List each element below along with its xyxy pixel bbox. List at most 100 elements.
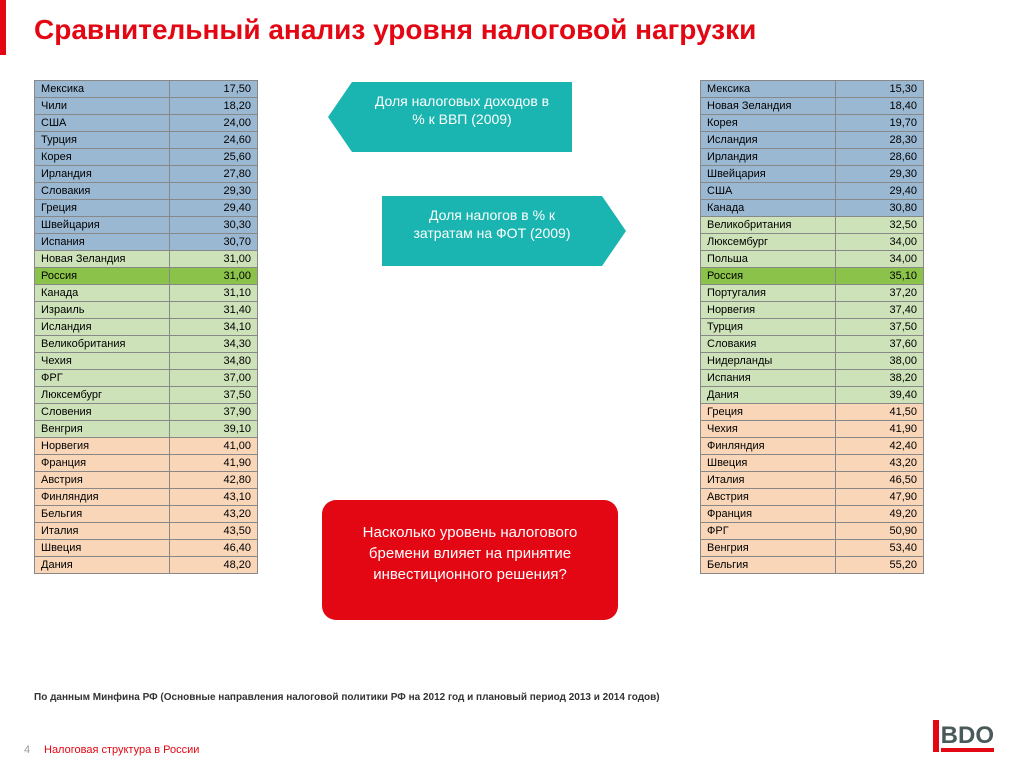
table-row: Корея19,70 (701, 115, 924, 132)
country-cell: Нидерланды (701, 353, 836, 370)
table-row: Норвегия37,40 (701, 302, 924, 319)
value-cell: 46,40 (170, 540, 258, 557)
value-cell: 43,10 (170, 489, 258, 506)
country-cell: Франция (35, 455, 170, 472)
value-cell: 50,90 (836, 523, 924, 540)
table-row: Мексика17,50 (35, 81, 258, 98)
value-cell: 34,80 (170, 353, 258, 370)
value-cell: 31,40 (170, 302, 258, 319)
value-cell: 15,30 (836, 81, 924, 98)
country-cell: Корея (35, 149, 170, 166)
callout-gdp: Доля налоговых доходов в % к ВВП (2009) (352, 82, 572, 152)
country-cell: Швейцария (35, 217, 170, 234)
value-cell: 30,30 (170, 217, 258, 234)
country-cell: Венгрия (35, 421, 170, 438)
table-row: Португалия37,20 (701, 285, 924, 302)
country-cell: Россия (701, 268, 836, 285)
value-cell: 42,40 (836, 438, 924, 455)
country-cell: Турция (35, 132, 170, 149)
table-row: Бельгия55,20 (701, 557, 924, 574)
value-cell: 37,60 (836, 336, 924, 353)
country-cell: Австрия (701, 489, 836, 506)
table-row: Италия43,50 (35, 523, 258, 540)
source-note: По данным Минфина РФ (Основные направлен… (34, 692, 660, 703)
table-row: Швейцария30,30 (35, 217, 258, 234)
value-cell: 48,20 (170, 557, 258, 574)
country-cell: Финляндия (35, 489, 170, 506)
country-cell: Швейцария (701, 166, 836, 183)
country-cell: Швеция (701, 455, 836, 472)
value-cell: 37,00 (170, 370, 258, 387)
slide-title: Сравнительный анализ уровня налоговой на… (34, 14, 756, 46)
table-row: ФРГ50,90 (701, 523, 924, 540)
value-cell: 30,70 (170, 234, 258, 251)
value-cell: 53,40 (836, 540, 924, 557)
table-left: Мексика17,50Чили18,20США24,00Турция24,60… (34, 80, 258, 574)
value-cell: 55,20 (836, 557, 924, 574)
table-row: Швеция46,40 (35, 540, 258, 557)
country-cell: Норвегия (35, 438, 170, 455)
country-cell: Чехия (35, 353, 170, 370)
country-cell: Мексика (35, 81, 170, 98)
value-cell: 25,60 (170, 149, 258, 166)
value-cell: 37,40 (836, 302, 924, 319)
country-cell: ФРГ (701, 523, 836, 540)
country-cell: Дания (35, 557, 170, 574)
country-cell: Швеция (35, 540, 170, 557)
country-cell: Франция (701, 506, 836, 523)
value-cell: 38,00 (836, 353, 924, 370)
value-cell: 24,60 (170, 132, 258, 149)
value-cell: 31,00 (170, 251, 258, 268)
country-cell: Норвегия (701, 302, 836, 319)
value-cell: 29,30 (170, 183, 258, 200)
country-cell: США (701, 183, 836, 200)
value-cell: 17,50 (170, 81, 258, 98)
value-cell: 29,40 (170, 200, 258, 217)
value-cell: 29,30 (836, 166, 924, 183)
table-row: Франция49,20 (701, 506, 924, 523)
table-row: Австрия42,80 (35, 472, 258, 489)
value-cell: 37,50 (170, 387, 258, 404)
value-cell: 35,10 (836, 268, 924, 285)
country-cell: Канада (35, 285, 170, 302)
value-cell: 41,90 (836, 421, 924, 438)
country-cell: Финляндия (701, 438, 836, 455)
country-cell: Ирландия (35, 166, 170, 183)
value-cell: 34,10 (170, 319, 258, 336)
table-row: Новая Зеландия18,40 (701, 98, 924, 115)
table-row: Люксембург34,00 (701, 234, 924, 251)
table-row: Норвегия41,00 (35, 438, 258, 455)
country-cell: Исландия (35, 319, 170, 336)
country-cell: Дания (701, 387, 836, 404)
country-cell: Исландия (701, 132, 836, 149)
table-row: Россия35,10 (701, 268, 924, 285)
country-cell: Турция (701, 319, 836, 336)
table-row: Бельгия43,20 (35, 506, 258, 523)
table-row: Италия46,50 (701, 472, 924, 489)
value-cell: 38,20 (836, 370, 924, 387)
bdo-logo: BDO (933, 720, 994, 752)
country-cell: Австрия (35, 472, 170, 489)
table-row: Словакия37,60 (701, 336, 924, 353)
table-row: ФРГ37,00 (35, 370, 258, 387)
table-row: Канада31,10 (35, 285, 258, 302)
table-row: Греция41,50 (701, 404, 924, 421)
country-cell: Новая Зеландия (35, 251, 170, 268)
value-cell: 39,10 (170, 421, 258, 438)
table-row: Австрия47,90 (701, 489, 924, 506)
table-row: Мексика15,30 (701, 81, 924, 98)
country-cell: Испания (701, 370, 836, 387)
value-cell: 43,20 (170, 506, 258, 523)
value-cell: 34,00 (836, 234, 924, 251)
table-row: Чили18,20 (35, 98, 258, 115)
value-cell: 37,90 (170, 404, 258, 421)
value-cell: 37,20 (836, 285, 924, 302)
table-row: США24,00 (35, 115, 258, 132)
country-cell: Словакия (35, 183, 170, 200)
value-cell: 31,10 (170, 285, 258, 302)
value-cell: 39,40 (836, 387, 924, 404)
country-cell: Португалия (701, 285, 836, 302)
table-row: Россия31,00 (35, 268, 258, 285)
value-cell: 28,60 (836, 149, 924, 166)
country-cell: Бельгия (35, 506, 170, 523)
